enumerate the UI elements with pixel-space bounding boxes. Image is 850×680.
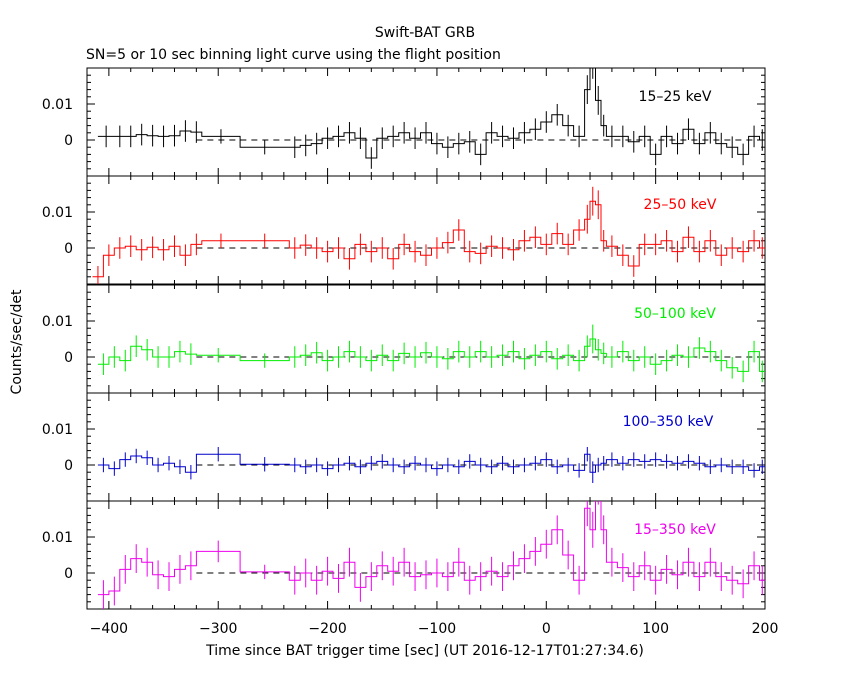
y-tick-label: 0 <box>64 241 73 257</box>
series-1 <box>97 68 765 169</box>
y-axis-label: Counts/sec/det <box>9 289 25 394</box>
panel-4: 0 0.01 100–350 keV <box>42 392 766 502</box>
y-tick-label: 0 <box>64 350 73 366</box>
panel-2: 0 0.01 25–50 keV <box>42 175 766 285</box>
panels-group: 0 0.01 15–25 keV 0 0.01 25–50 keV 0 0.01 50–100 … <box>42 67 779 637</box>
y-tick-label: 0.01 <box>42 205 73 221</box>
panel-3: 0 0.01 50–100 keV <box>42 284 766 394</box>
y-tick-label: 0.01 <box>42 97 73 113</box>
panel-frame <box>86 500 766 610</box>
y-tick-label: 0.01 <box>42 530 73 546</box>
x-tick-label: 100 <box>642 621 669 637</box>
panel-frame <box>86 284 766 394</box>
band-label: 15–350 keV <box>634 522 716 538</box>
y-tick-label: 0 <box>64 133 73 149</box>
band-label: 50–100 keV <box>634 306 716 322</box>
series-3 <box>97 324 765 383</box>
series-5 <box>97 501 765 609</box>
x-tick-label: −300 <box>199 621 237 637</box>
panel-frame <box>86 392 766 502</box>
y-tick-label: 0 <box>64 458 73 474</box>
step-line <box>97 68 765 159</box>
x-tick-label: 0 <box>542 621 551 637</box>
x-tick-label: −400 <box>90 621 128 637</box>
step-line <box>97 338 765 372</box>
y-tick-label: 0.01 <box>42 314 73 330</box>
step-line <box>92 200 765 278</box>
panel-5: 0 0.01 15–350 keV <box>42 500 766 610</box>
band-label: 25–50 keV <box>644 197 717 213</box>
panel-1: 0 0.01 15–25 keV <box>42 67 766 177</box>
chart-subtitle: SN=5 or 10 sec binning light curve using… <box>86 47 501 63</box>
band-label: 15–25 keV <box>639 89 712 105</box>
panel-frame <box>86 175 766 285</box>
x-tick-label: 200 <box>752 621 779 637</box>
x-axis-label: Time since BAT trigger time [sec] (UT 20… <box>205 643 644 659</box>
x-tick-label: −100 <box>418 621 456 637</box>
step-line <box>97 501 765 596</box>
chart-title: Swift-BAT GRB <box>375 25 475 41</box>
series-2 <box>92 186 765 284</box>
y-tick-label: 0 <box>64 566 73 582</box>
x-tick-label: −200 <box>308 621 346 637</box>
band-label: 100–350 keV <box>623 414 714 430</box>
step-line <box>97 453 765 473</box>
y-tick-label: 0.01 <box>42 422 73 438</box>
series-4 <box>97 447 765 483</box>
